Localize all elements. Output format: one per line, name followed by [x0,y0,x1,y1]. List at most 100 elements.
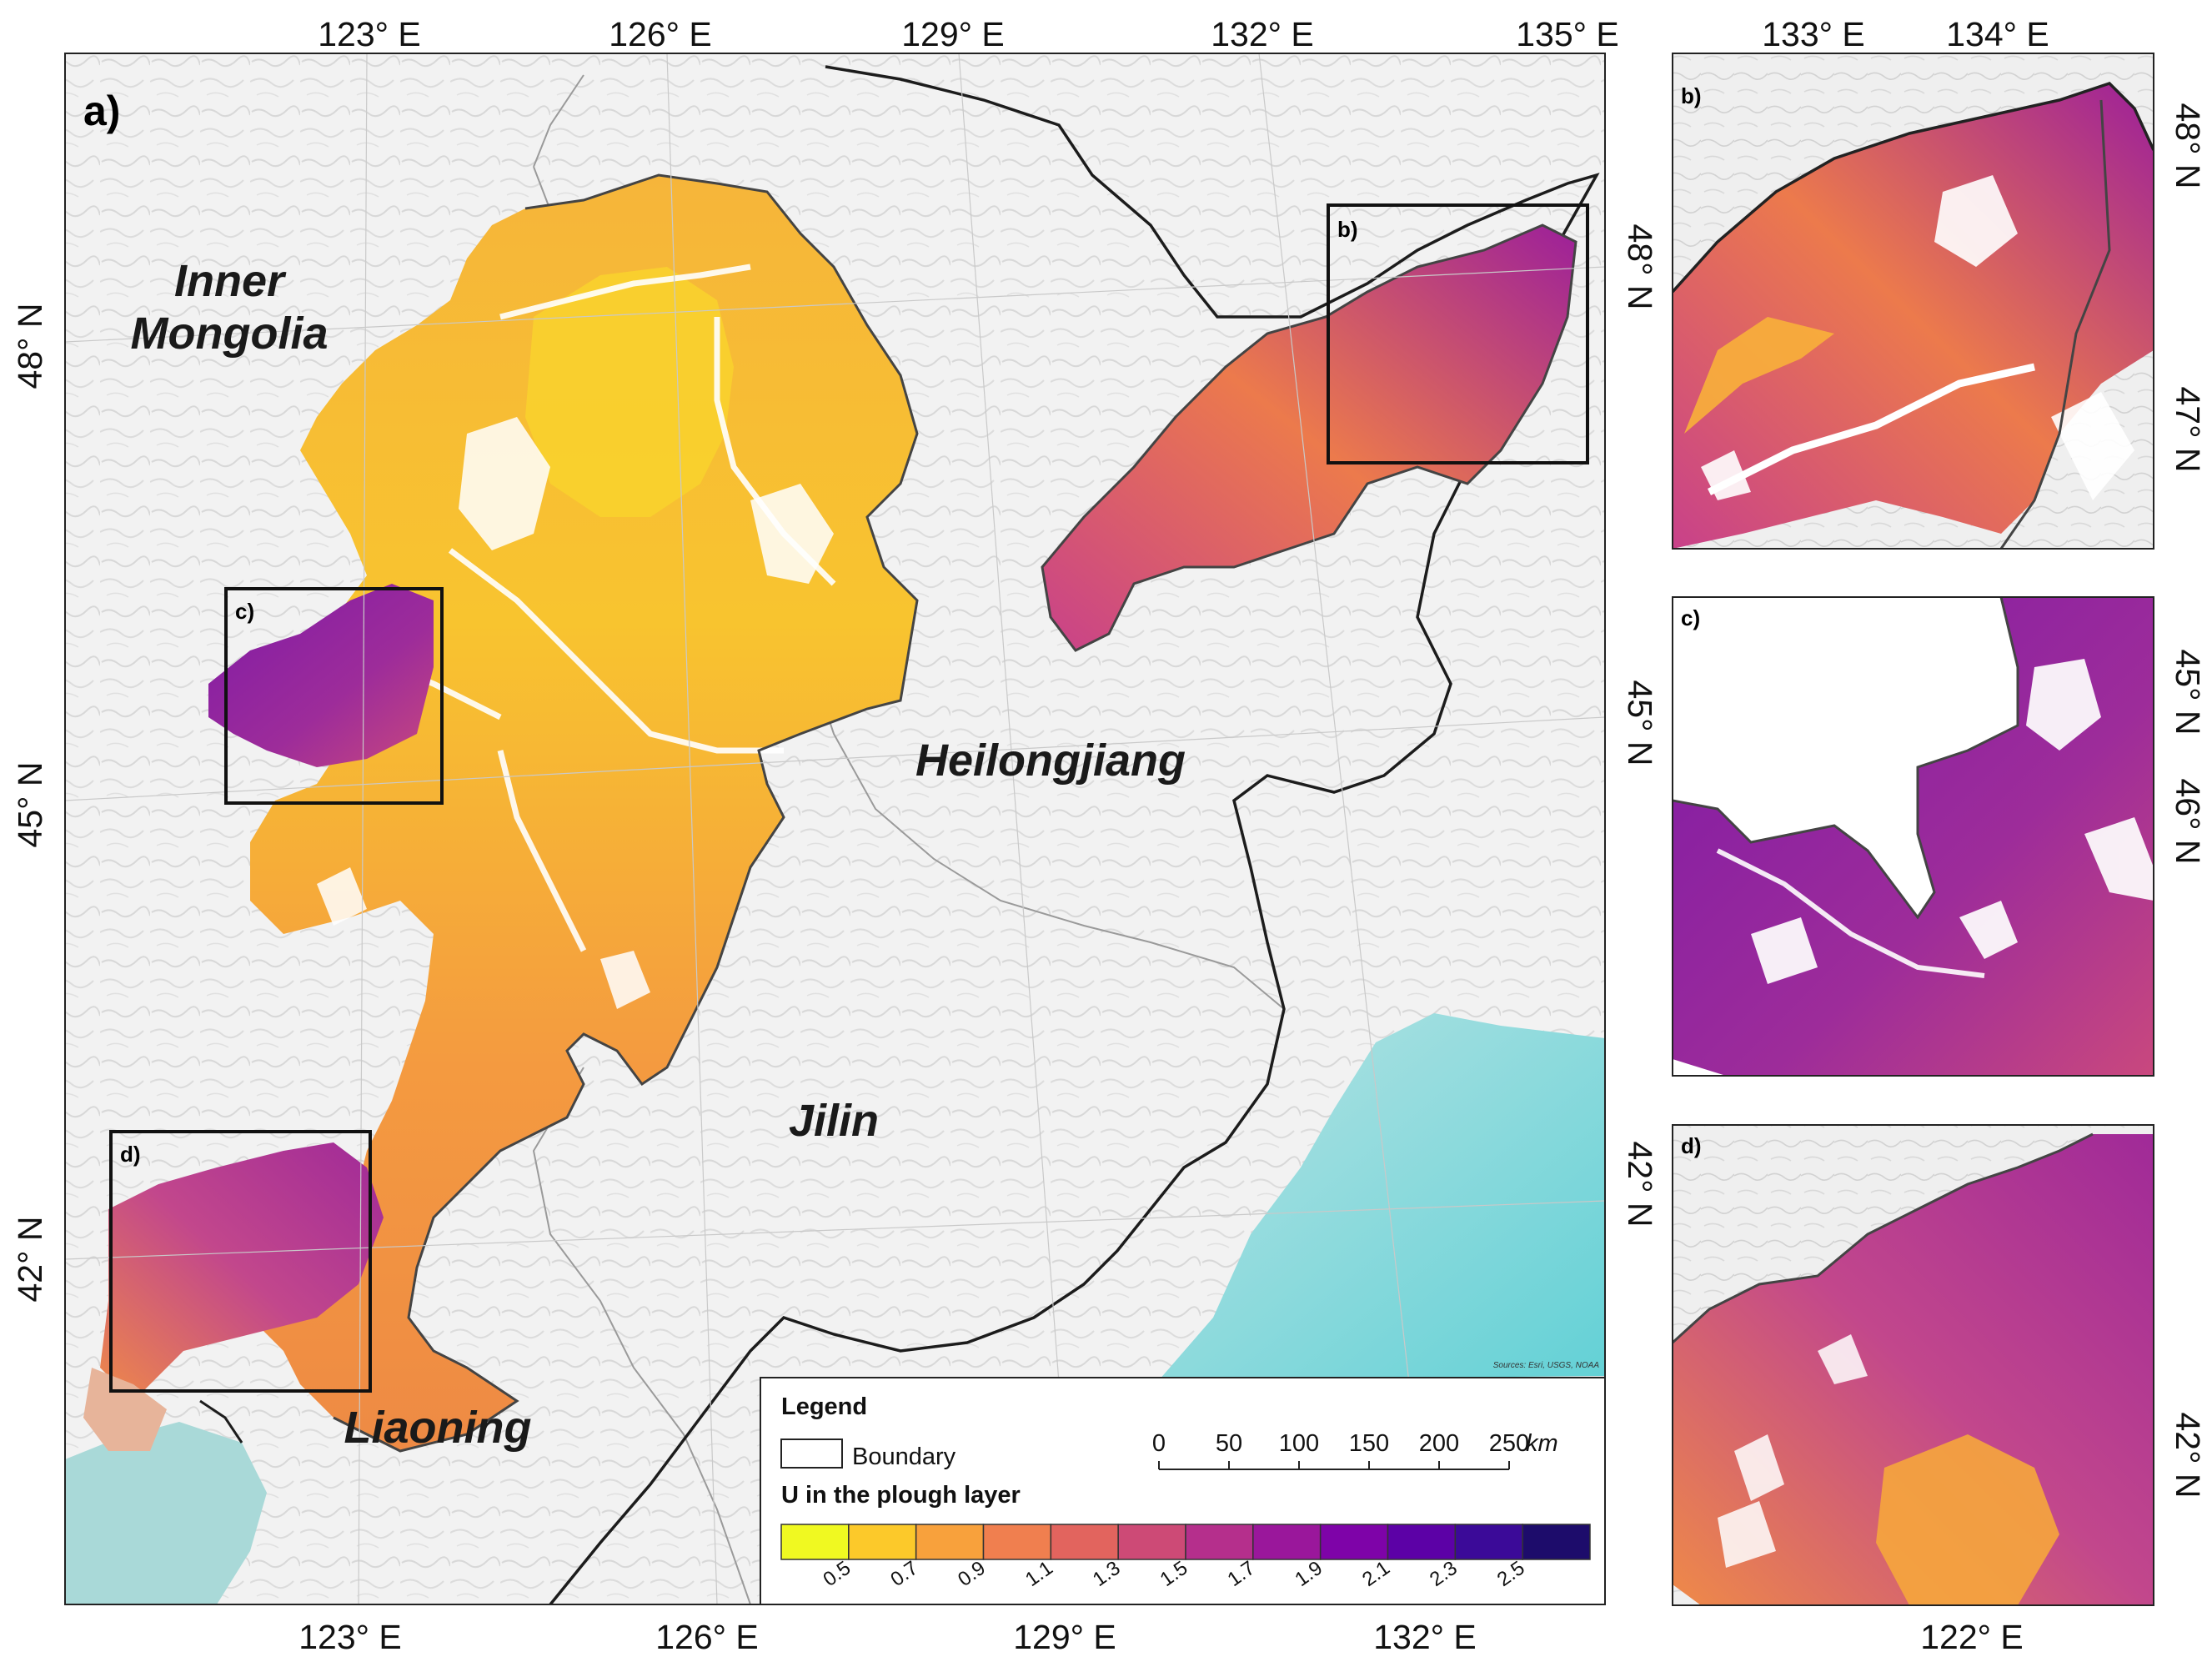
inset-box-d-label: d) [120,1142,141,1167]
inset-box-b [1327,203,1589,464]
right-tick-42n: 42° N [1621,1141,1659,1227]
inset-b-frame [1672,53,2154,550]
bottom-tick-132e: 132° E [1373,1618,1477,1656]
scale-bar-label: 150 [1349,1430,1389,1457]
inset-d-voids [1718,1334,1868,1568]
left-tick-42n: 42° N [11,1216,49,1302]
region-label-inner-mongolia-2: Mongolia [131,309,329,359]
inset-c-frame [1672,596,2154,1077]
coast-boundary [199,1399,243,1444]
rivers [349,264,836,952]
inset-c-voids [1751,659,2154,984]
legend-title: Legend [781,1393,867,1420]
scale-bar-label: 0 [1152,1430,1166,1457]
cropland-core [525,267,734,517]
inset-c-river [1716,848,1985,978]
inset-b-border [1673,81,2154,294]
cropland-sanjiang [1042,225,1576,650]
top-tick-135e: 135° E [1516,15,1619,53]
legend-box [760,1377,1605,1604]
sea-bohai [65,1422,267,1604]
inset-c-right-tick-46n: 46° N [2169,778,2207,864]
inset-panel-c: c) 45° N 46° N [1672,596,2207,1077]
inset-b-right-tick-48n: 48° N [2169,103,2207,188]
left-tick-48n: 48° N [11,303,49,389]
boundary-swatch [780,1439,843,1469]
colorbar-swatch [1387,1524,1457,1560]
inset-b-cropland [1673,83,2154,549]
inset-b-voids [1701,175,2134,500]
inset-b-top-tick-134e: 134° E [1946,15,2049,53]
colorbar-swatch [1117,1524,1186,1560]
inset-box-d [109,1130,372,1393]
cropland-west-jilin [208,584,434,767]
region-label-liaoning: Liaoning [344,1403,532,1453]
top-tick-132e: 132° E [1211,15,1314,53]
colorbar-swatch [780,1524,850,1560]
inset-box-b-label: b) [1337,217,1358,242]
inset-b-right-tick-47n: 47° N [2169,386,2207,472]
top-tick-126e: 126° E [609,15,712,53]
boundary-label: Boundary [852,1444,956,1470]
inset-box-c [224,587,444,805]
inset-d-right-tick-42n: 42° N [2169,1412,2207,1498]
inset-b-orange-patch [1684,317,1834,434]
main-map-panel: b) c) d) Inner Mongolia Heilongjiang Jil… [11,15,1659,1656]
inset-d-boundary [1673,1132,2094,1344]
cropland-liaoning [100,1142,384,1401]
colorbar-title: U in the plough layer [781,1482,1021,1509]
left-tick-45n: 45° N [11,761,49,847]
right-tick-48n: 48° N [1621,223,1659,309]
inset-b-top-tick-133e: 133° E [1762,15,1865,53]
inset-b-label: b) [1681,83,1702,108]
cropland-main [233,175,917,1451]
inset-c-label: c) [1681,605,1700,630]
non-cropland-voids [317,417,834,1009]
region-label-inner-mongolia-1: Inner [174,256,287,306]
region-label-heilongjiang: Heilongjiang [915,736,1186,786]
colorbar-swatch [982,1524,1052,1560]
colorbar [780,1524,1591,1560]
bottom-tick-126e: 126° E [655,1618,759,1656]
graticule [65,53,1605,1604]
legend: Legend Boundary U in the plough layer 0.… [760,1377,1605,1604]
inset-box-c-label: c) [235,599,254,624]
inset-d-bottom-tick-122e: 122° E [1920,1618,2024,1656]
basemap-attribution: Sources: Esri, USGS, NOAA [1493,1361,1600,1370]
cropland-liaoning-south [83,1368,167,1451]
colorbar-swatch [1185,1524,1254,1560]
bottom-tick-123e: 123° E [298,1618,402,1656]
colorbar-swatch [1252,1524,1322,1560]
top-tick-123e: 123° E [318,15,421,53]
region-label-jilin: Jilin [789,1096,879,1146]
bottom-tick-129e: 129° E [1013,1618,1116,1656]
national-boundary [549,65,1600,1604]
colorbar-swatch [915,1524,985,1560]
main-map-frame [64,53,1606,1605]
colorbar-swatch [848,1524,917,1560]
inset-c-right-tick-45n: 45° N [2169,649,2207,735]
inset-b-river [1707,363,2035,496]
top-tick-129e: 129° E [901,15,1005,53]
inset-b-boundary [1999,99,2111,549]
scale-bar-label: 200 [1419,1430,1459,1457]
colorbar-swatch [1454,1524,1523,1560]
inset-c-boundary [1673,597,2019,920]
study-area-boundary-ne [1041,223,1577,652]
inset-panel-b: b) 133° E 134° E 48° N 47° N [1672,15,2207,550]
right-tick-45n: 45° N [1621,680,1659,766]
panel-label-a: a) [83,88,120,134]
inset-panel-d: d) 42° N 122° E [1672,1124,2207,1656]
inset-d-orange-patch [1876,1434,2059,1605]
sea-japan [1159,1013,1605,1380]
scale-bar-label: 50 [1216,1430,1242,1457]
study-area-boundary [333,173,919,1453]
colorbar-swatch [1050,1524,1119,1560]
inset-d-frame [1672,1124,2154,1606]
inset-d-label: d) [1681,1133,1702,1158]
colorbar-swatch [1522,1524,1591,1560]
colorbar-swatch [1319,1524,1389,1560]
scale-bar-label: 100 [1279,1430,1319,1457]
